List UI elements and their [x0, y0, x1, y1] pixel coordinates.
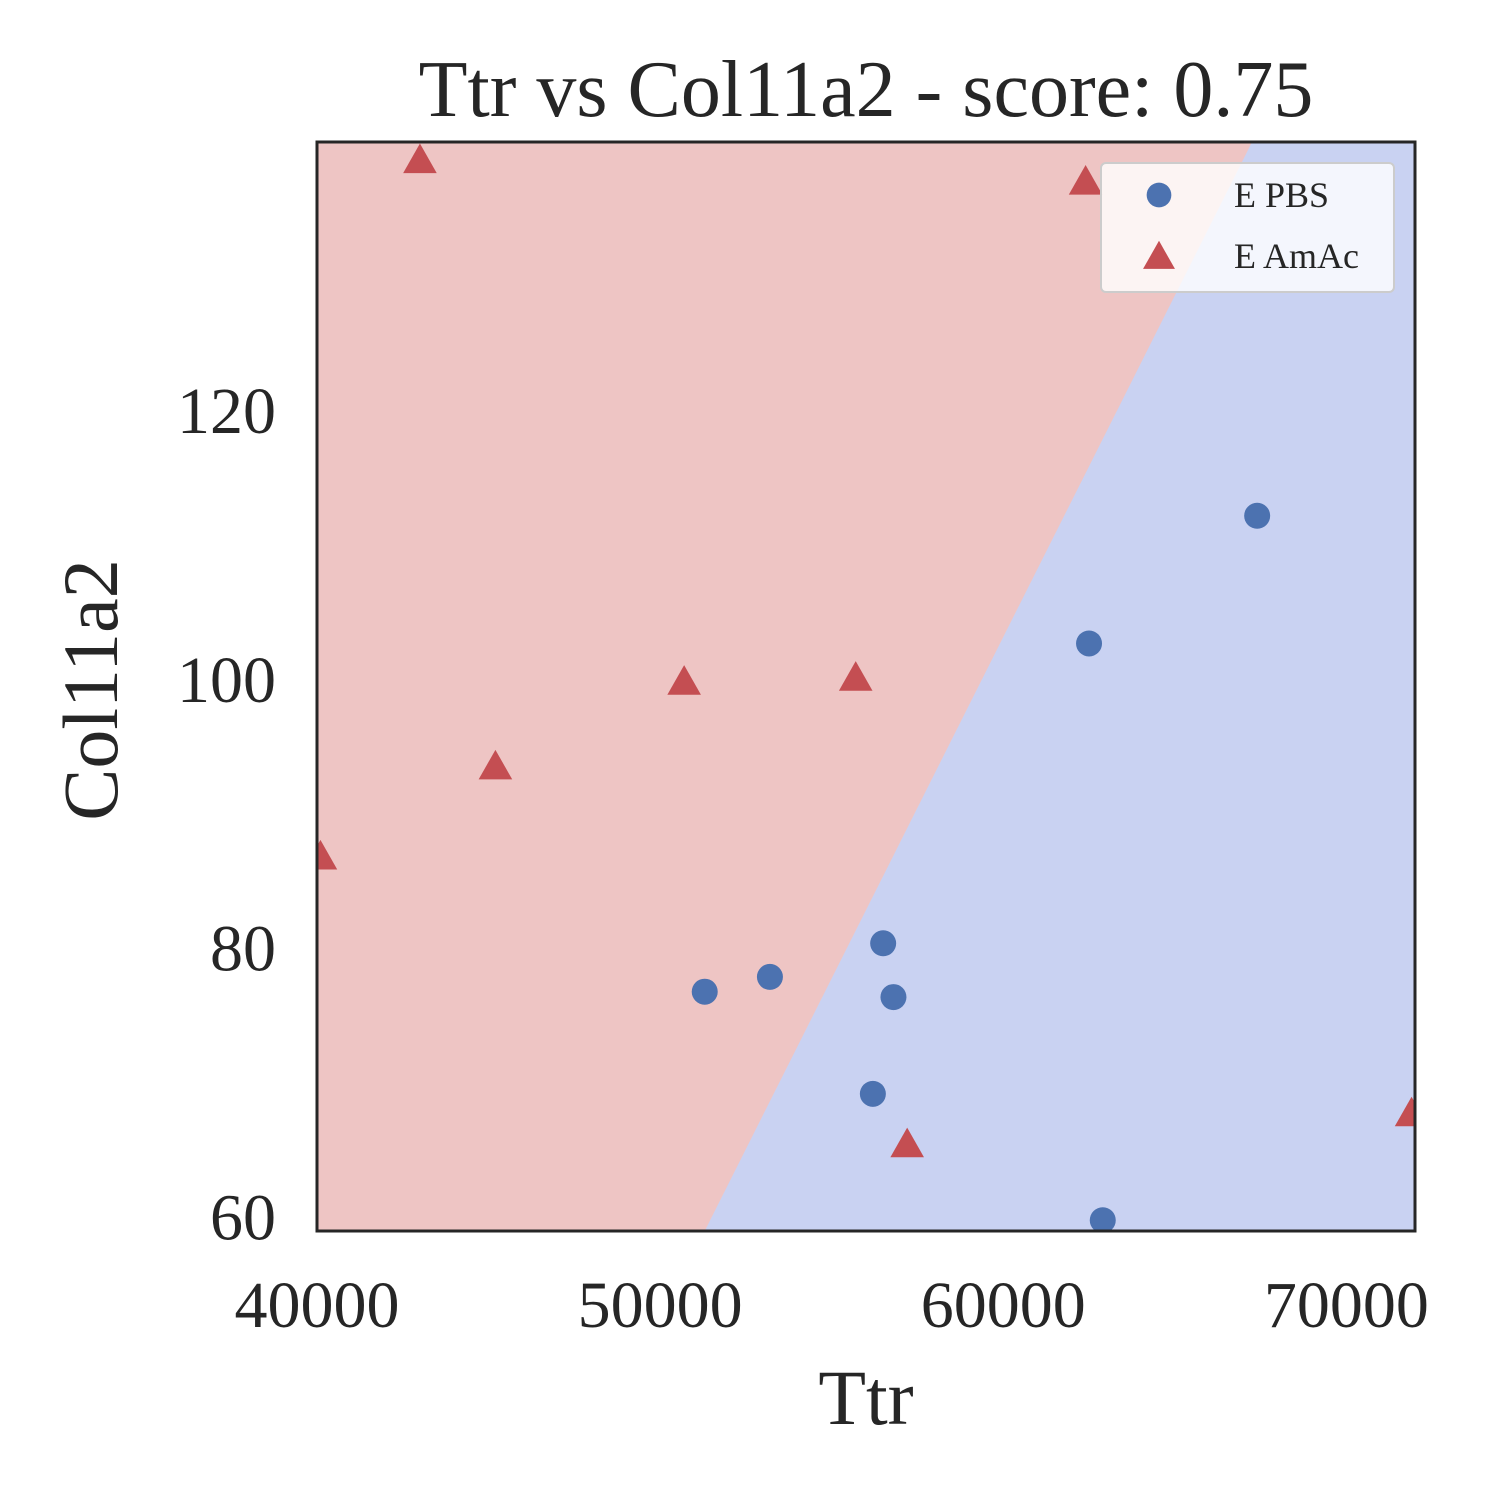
data-markers: [317, 143, 1415, 1231]
point-e-pbs: [859, 1080, 886, 1107]
point-e-pbs: [870, 930, 897, 957]
y-tick-label: 80: [210, 913, 276, 986]
x-tick-label: 50000: [578, 1269, 743, 1342]
y-tick-label: 60: [210, 1182, 276, 1255]
point-e-pbs: [1076, 630, 1103, 657]
region-epbs: [704, 142, 1415, 1231]
point-e-pbs: [880, 984, 907, 1011]
legend-marker: [1143, 240, 1175, 269]
x-tick-label: 40000: [235, 1269, 400, 1342]
point-e-amac: [1394, 1096, 1415, 1127]
y-axis-label: Col11a2: [47, 559, 134, 820]
point-e-amac: [403, 143, 437, 174]
legend: E PBS E AmAc: [1100, 162, 1395, 293]
point-e-amac: [667, 665, 701, 695]
x-axis-label: Ttr: [818, 1354, 913, 1441]
y-tick-label: 120: [177, 375, 276, 448]
point-e-amac: [317, 839, 338, 870]
point-e-amac: [890, 1127, 924, 1158]
point-e-amac: [838, 661, 873, 691]
decision-regions: [317, 142, 1415, 1231]
plot-frame: [315, 140, 1417, 1233]
legend-box: [1100, 162, 1395, 293]
legend-marker: [1146, 182, 1172, 208]
point-e-pbs: [691, 978, 718, 1005]
point-e-pbs: [1089, 1207, 1116, 1231]
point-e-pbs: [1244, 502, 1271, 529]
point-e-amac: [478, 749, 513, 780]
legend-label: E PBS: [1234, 175, 1329, 215]
x-tick-label: 60000: [921, 1269, 1086, 1342]
point-e-amac: [1068, 164, 1103, 195]
chart-title: Ttr vs Col11a2 - score: 0.75: [419, 46, 1314, 134]
point-e-pbs: [756, 963, 783, 990]
legend-label: E AmAc: [1234, 236, 1359, 276]
x-tick-label: 70000: [1264, 1269, 1429, 1342]
y-axis-ticks: 60 80 100 120: [177, 375, 276, 1255]
x-axis-ticks: 40000 50000 60000 70000: [235, 1269, 1429, 1342]
y-tick-label: 100: [177, 644, 276, 717]
